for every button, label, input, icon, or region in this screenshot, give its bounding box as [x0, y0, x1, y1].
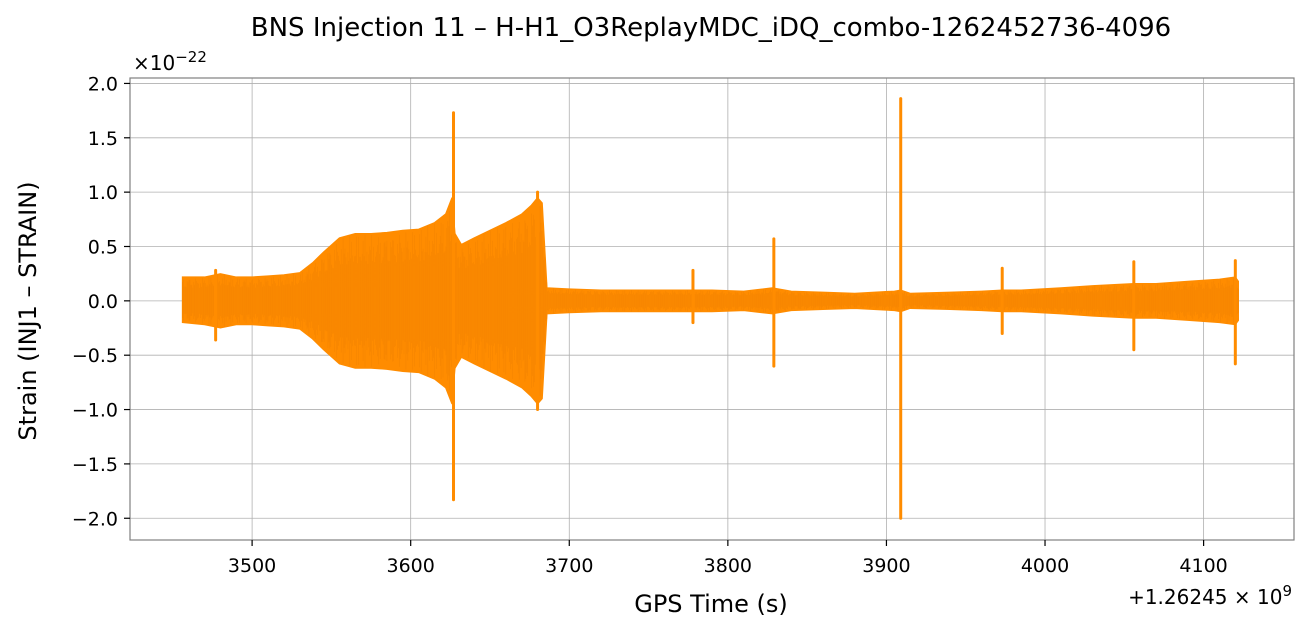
- x-axis-label: GPS Time (s): [634, 590, 788, 618]
- y-scale-label: ×10−22: [133, 48, 207, 75]
- plot-frame: [129, 77, 1295, 541]
- x-offset-label: +1.26245 × 109: [1128, 582, 1292, 609]
- y-tick-label: 0.0: [88, 291, 118, 313]
- chart-title: BNS Injection 11 – H-H1_O3ReplayMDC_iDQ_…: [251, 13, 1171, 43]
- x-axis: 3500 3600 3700 3800 3900 4000 4100: [228, 540, 1228, 577]
- x-tick-label: 4000: [1021, 555, 1069, 577]
- y-axis-label: Strain (INJ1 – STRAIN): [14, 181, 42, 440]
- strain-oscillation: [182, 206, 1239, 396]
- y-axis: −2.0 −1.5 −1.0 −0.5 0.0 0.5 1.0 1.5 2.0: [72, 73, 130, 530]
- x-tick-label: 4100: [1179, 555, 1227, 577]
- data-layer: [181, 97, 1239, 520]
- y-tick-label: −2.0: [72, 508, 118, 530]
- x-tick-label: 3500: [228, 555, 276, 577]
- y-tick-label: −1.5: [72, 454, 118, 476]
- y-tick-label: 1.5: [88, 128, 118, 150]
- y-tick-label: 1.0: [88, 182, 118, 204]
- y-tick-label: 0.5: [88, 236, 118, 258]
- x-tick-label: 3700: [545, 555, 593, 577]
- y-tick-label: 2.0: [88, 73, 118, 95]
- x-tick-label: 3900: [862, 555, 910, 577]
- x-tick-label: 3600: [387, 555, 435, 577]
- y-tick-label: −0.5: [72, 345, 118, 367]
- y-tick-label: −1.0: [72, 400, 118, 422]
- x-tick-label: 3800: [704, 555, 752, 577]
